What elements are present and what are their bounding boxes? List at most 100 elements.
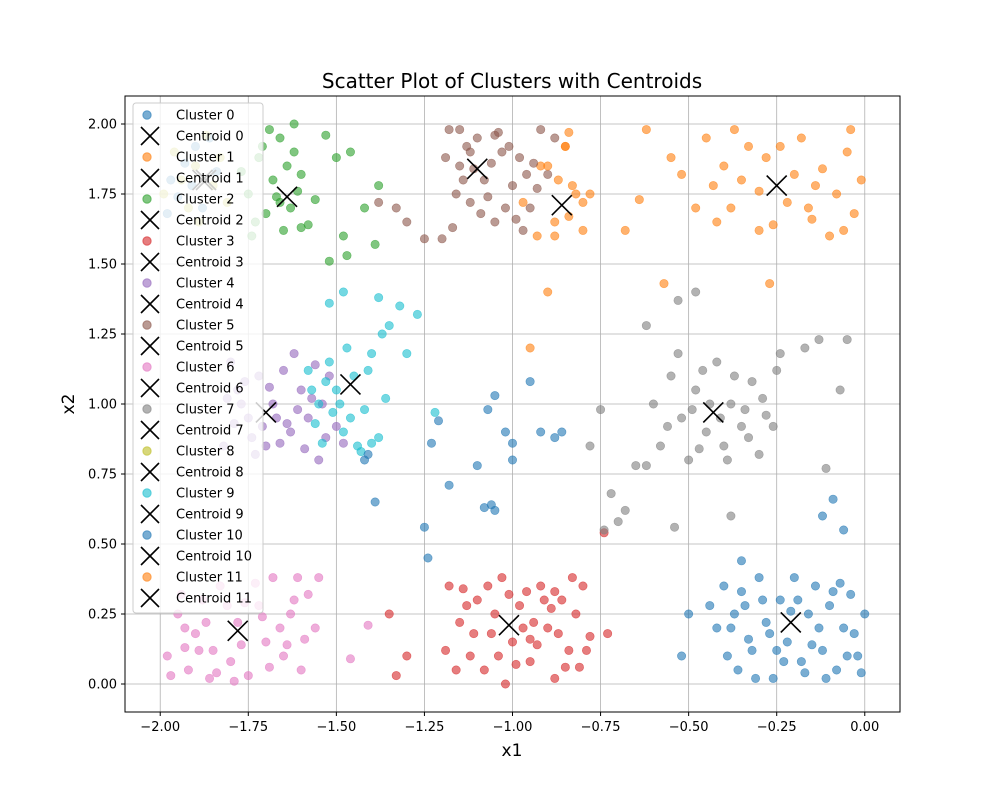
legend-centroid-10-marker bbox=[140, 546, 160, 566]
cluster-9-point bbox=[430, 407, 440, 417]
cluster-10-point bbox=[419, 522, 429, 532]
cluster-3-point bbox=[391, 671, 401, 681]
cluster-7-point bbox=[599, 525, 609, 535]
cluster-9-point bbox=[402, 349, 412, 359]
cluster-4-point bbox=[289, 349, 299, 359]
cluster-10-point bbox=[490, 505, 500, 515]
cluster-5-point bbox=[448, 223, 458, 233]
cluster-2-point bbox=[370, 239, 380, 249]
cluster-5-point bbox=[486, 158, 496, 168]
cluster-9-point bbox=[321, 377, 331, 387]
cluster-6-point bbox=[303, 589, 313, 599]
cluster-4-point bbox=[338, 438, 348, 448]
legend-centroid-4-label: Centroid 4 bbox=[176, 298, 244, 313]
legend-box bbox=[132, 102, 264, 614]
cluster-6-point bbox=[243, 671, 253, 681]
cluster-6-point bbox=[286, 609, 296, 619]
centroid-5-marker bbox=[466, 158, 488, 180]
cluster-3-point bbox=[581, 645, 591, 655]
legend-cluster-11-marker bbox=[142, 572, 152, 582]
cluster-1-point bbox=[832, 189, 842, 199]
cluster-4-point bbox=[300, 444, 310, 454]
cluster-7-point bbox=[842, 335, 852, 345]
cluster-7-point bbox=[670, 522, 680, 532]
cluster-9-point bbox=[345, 413, 355, 423]
legend-centroid-8-marker bbox=[140, 462, 160, 482]
cluster-3-point bbox=[532, 640, 542, 650]
cluster-10-point bbox=[821, 673, 831, 683]
cluster-10-point bbox=[810, 581, 820, 591]
cluster-2-point bbox=[282, 161, 292, 171]
cluster-7-point bbox=[761, 410, 771, 420]
legend-cluster-5-marker bbox=[142, 320, 152, 330]
cluster-10-point bbox=[860, 609, 870, 619]
legend-cluster-5-label: Cluster 5 bbox=[176, 319, 235, 334]
cluster-3-point bbox=[525, 657, 535, 667]
cluster-3-point bbox=[560, 662, 570, 672]
cluster-2-point bbox=[268, 175, 278, 185]
cluster-5-point bbox=[525, 203, 535, 213]
cluster-9-point bbox=[331, 385, 341, 395]
cluster-9-point bbox=[328, 407, 338, 417]
cluster-3-point bbox=[490, 609, 500, 619]
cluster-7-point bbox=[835, 385, 845, 395]
cluster-11-point bbox=[564, 211, 574, 221]
cluster-3-point bbox=[585, 631, 595, 641]
cluster-5-point bbox=[455, 161, 465, 171]
cluster-10-point bbox=[557, 427, 567, 437]
cluster-7-point bbox=[691, 385, 701, 395]
cluster-7-point bbox=[662, 421, 672, 431]
cluster-10-point bbox=[726, 623, 736, 633]
legend-cluster-9-label: Cluster 9 bbox=[176, 487, 235, 502]
cluster-10-point bbox=[434, 416, 444, 426]
cluster-7-point bbox=[687, 405, 697, 415]
cluster-9-point bbox=[310, 419, 320, 429]
legend: Cluster 0 Centroid 0 Cluster 1 Centroid 1 Cl… bbox=[132, 102, 264, 614]
y-tick-label: 1.50 bbox=[88, 258, 117, 273]
cluster-1-point bbox=[701, 133, 711, 143]
cluster-3-point bbox=[384, 609, 394, 619]
cluster-7-point bbox=[758, 393, 768, 403]
cluster-1-point bbox=[525, 343, 535, 353]
cluster-10-point bbox=[444, 480, 454, 490]
y-tick-label: 0.25 bbox=[88, 608, 117, 623]
cluster-2-point bbox=[324, 256, 334, 266]
cluster-10-point bbox=[761, 617, 771, 627]
cluster-10-point bbox=[736, 556, 746, 566]
cluster-1-point bbox=[842, 147, 852, 157]
cluster-5-point bbox=[437, 234, 447, 244]
cluster-6-point bbox=[166, 671, 176, 681]
x-tick-label: −1.25 bbox=[405, 720, 445, 735]
cluster-10-point bbox=[828, 494, 838, 504]
cluster-4-point bbox=[293, 405, 303, 415]
cluster-2-point bbox=[331, 153, 341, 163]
legend-centroid-4-marker bbox=[140, 294, 160, 314]
x-tick-label: −2.00 bbox=[140, 720, 180, 735]
cluster-1-point bbox=[803, 203, 813, 213]
cluster-10-point bbox=[849, 629, 859, 639]
cluster-10-point bbox=[789, 573, 799, 583]
cluster-10-point bbox=[483, 405, 493, 415]
cluster-1-point bbox=[761, 153, 771, 163]
centroid-1-marker bbox=[766, 175, 788, 197]
y-tick-label: 0.00 bbox=[88, 678, 117, 693]
cluster-5-point bbox=[472, 133, 482, 143]
cluster-6-point bbox=[264, 662, 274, 672]
cluster-11-point bbox=[567, 181, 577, 191]
cluster-5-point bbox=[550, 133, 560, 143]
cluster-6-point bbox=[236, 640, 246, 650]
y-tick-label: 1.75 bbox=[88, 188, 117, 203]
cluster-6-point bbox=[229, 676, 239, 686]
cluster-9-point bbox=[338, 287, 348, 297]
cluster-4-point bbox=[307, 393, 317, 403]
cluster-5-point bbox=[451, 189, 461, 199]
legend-centroid-7-label: Centroid 7 bbox=[176, 424, 244, 439]
cluster-9-point bbox=[363, 365, 373, 375]
cluster-9-point bbox=[367, 349, 377, 359]
cluster-7-point bbox=[585, 441, 595, 451]
cluster-5-point bbox=[490, 217, 500, 227]
legend-centroid-8-label: Centroid 8 bbox=[176, 466, 244, 481]
cluster-10-point bbox=[768, 673, 778, 683]
cluster-2-point bbox=[289, 147, 299, 157]
cluster-3-point bbox=[539, 595, 549, 605]
